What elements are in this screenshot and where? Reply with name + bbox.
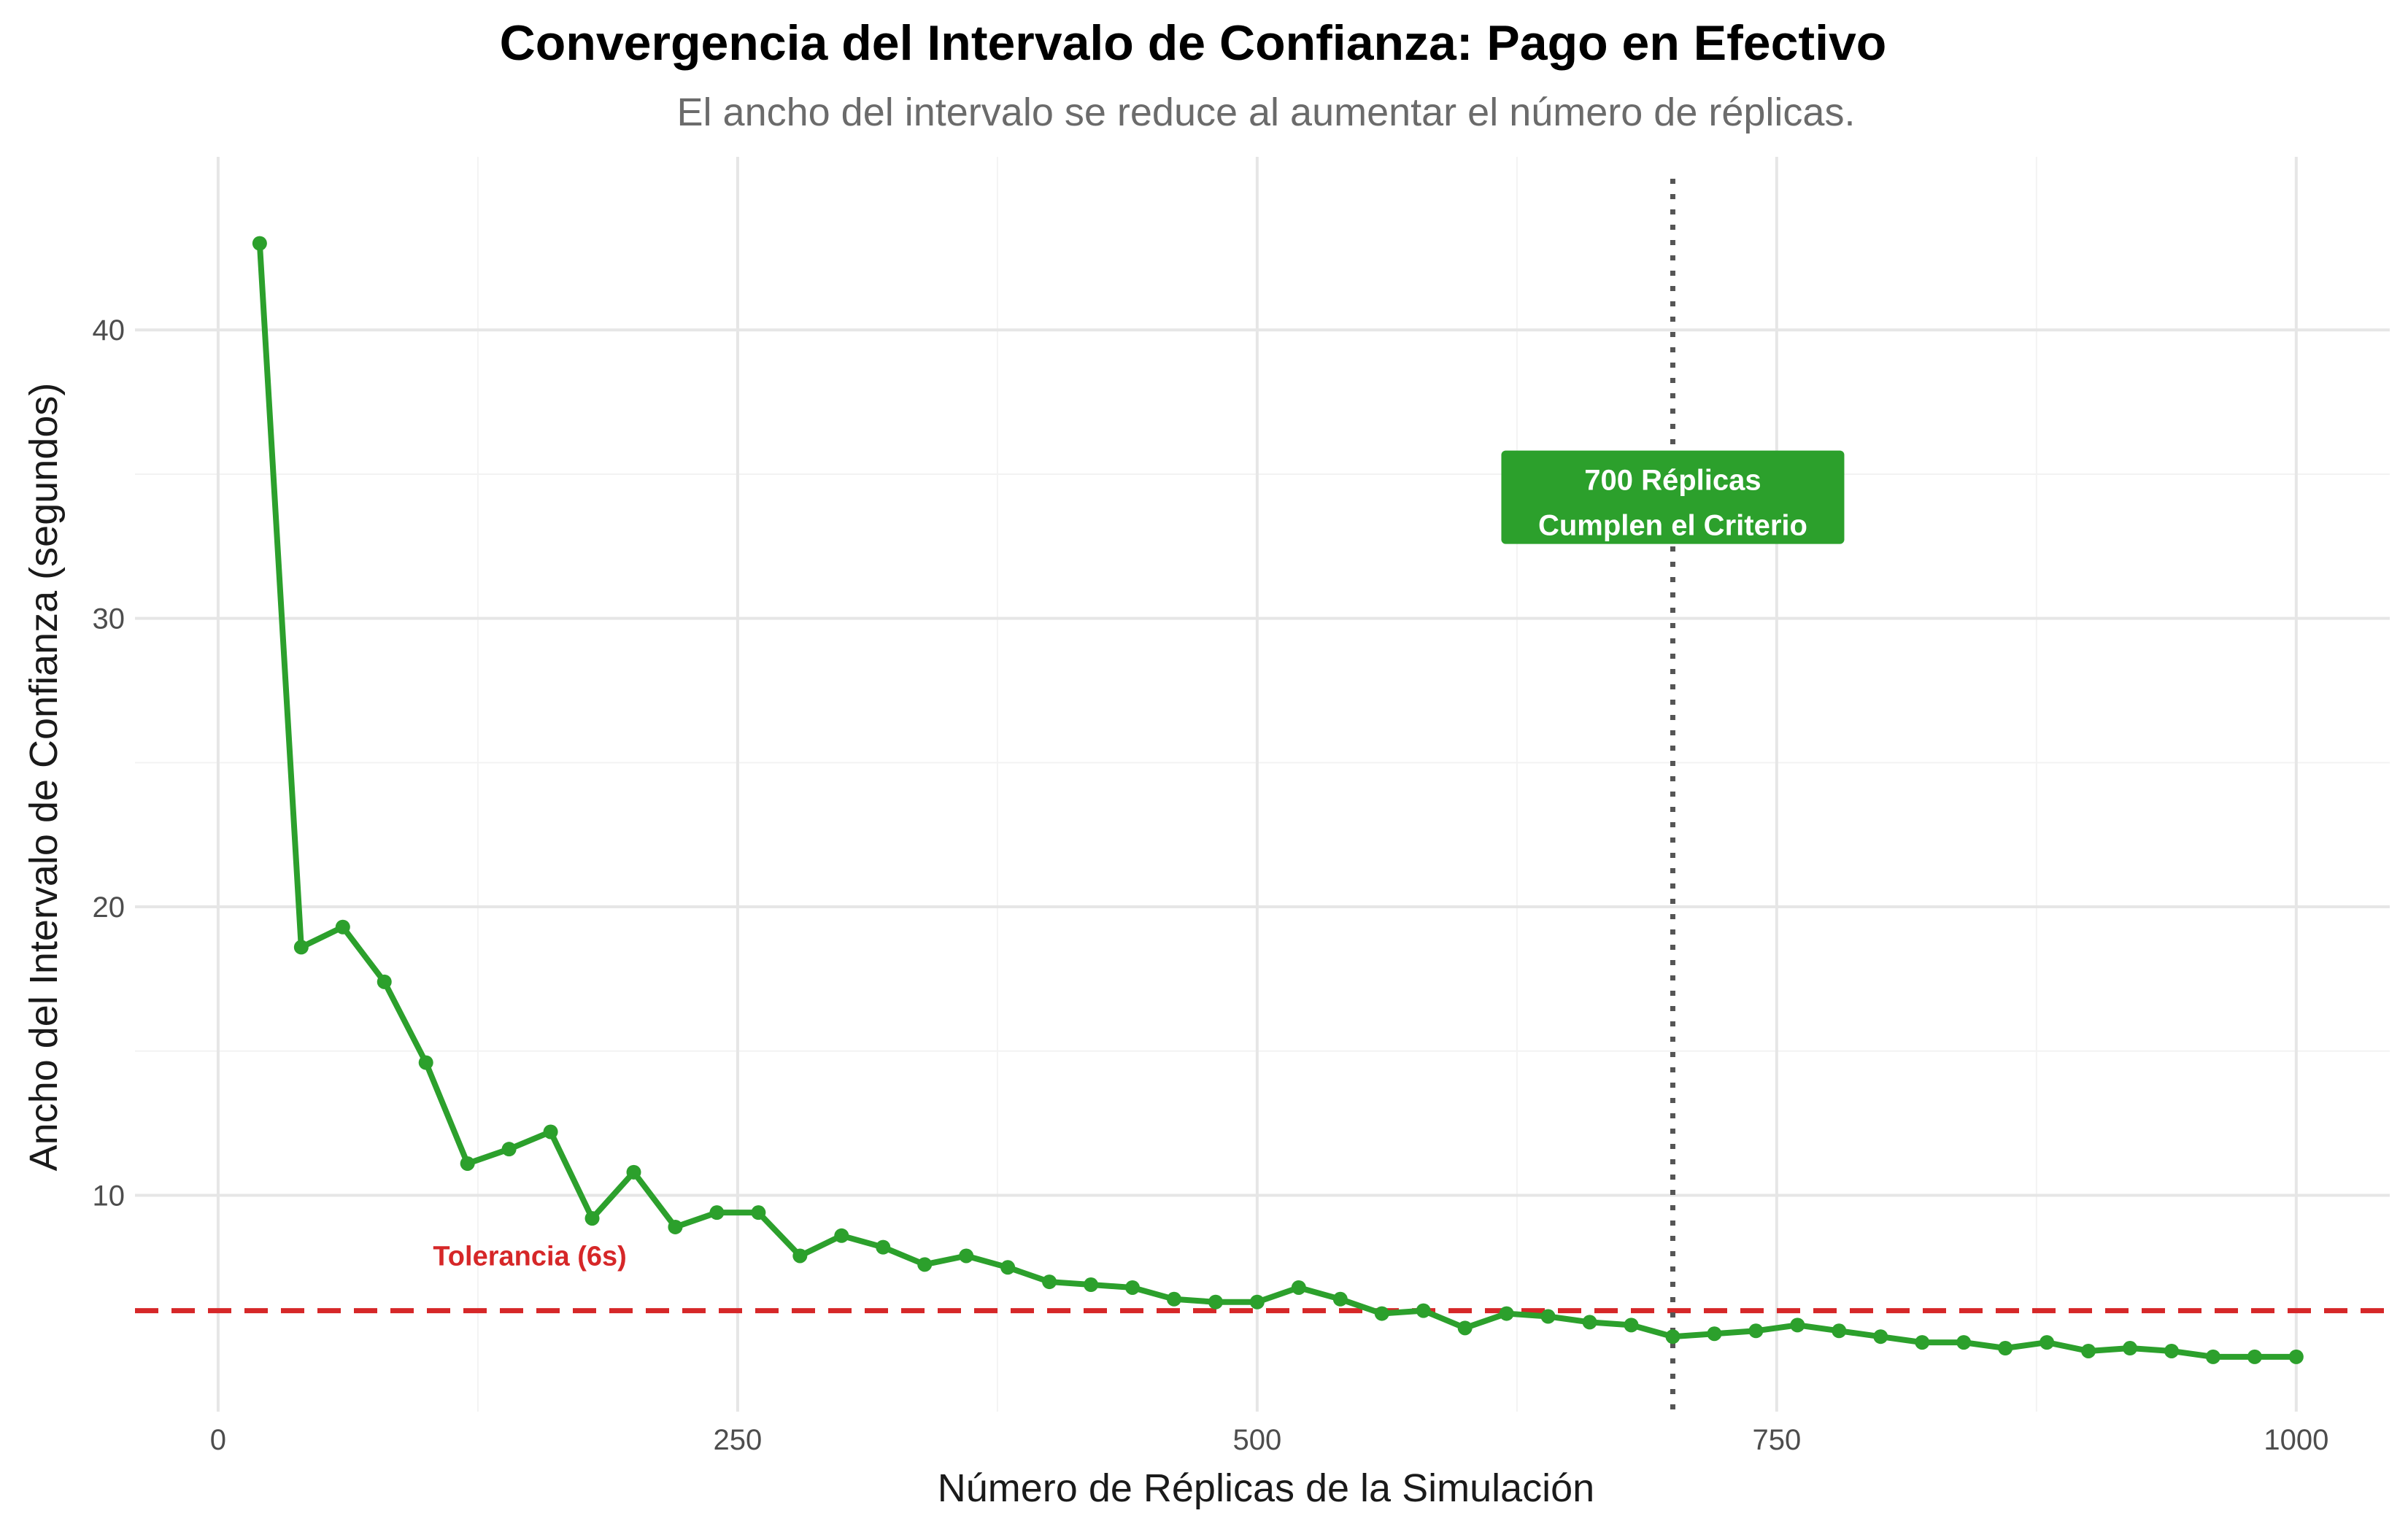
tick-labels: 0 250 500 750 1000 10 20 30 40: [93, 314, 2329, 1456]
data-point: [1624, 1318, 1639, 1333]
y-tick-label: 20: [93, 891, 126, 924]
data-point: [2247, 1349, 2262, 1364]
x-axis-title: Número de Réplicas de la Simulación: [938, 1466, 1594, 1510]
data-point: [1499, 1306, 1514, 1321]
data-point: [418, 1055, 433, 1070]
data-point: [959, 1248, 974, 1264]
data-point: [377, 974, 392, 989]
data-point: [1582, 1315, 1597, 1330]
data-point: [543, 1124, 558, 1140]
data-point: [2288, 1349, 2304, 1364]
data-point: [252, 236, 267, 251]
data-series: [252, 236, 2304, 1364]
data-point: [1707, 1326, 1722, 1342]
y-tick-label: 30: [93, 603, 126, 635]
data-point: [2081, 1343, 2096, 1358]
data-point: [1000, 1260, 1016, 1275]
criterion-label-box: [1501, 450, 1845, 544]
x-tick-label: 1000: [2264, 1424, 2328, 1456]
chart-subtitle: El ancho del intervalo se reduce al aume…: [677, 90, 1856, 134]
data-point: [2164, 1343, 2179, 1358]
data-point: [917, 1257, 933, 1272]
x-tick-label: 500: [1233, 1424, 1282, 1456]
data-point: [834, 1228, 849, 1243]
chart-title: Convergencia del Intervalo de Confianza:…: [500, 15, 1887, 71]
data-point: [2040, 1335, 2055, 1350]
data-point: [2205, 1349, 2220, 1364]
reference-lines: [135, 179, 2390, 1412]
data-point: [668, 1219, 683, 1234]
data-point: [2123, 1341, 2138, 1356]
data-point: [1748, 1323, 1764, 1339]
x-tick-label: 250: [714, 1424, 763, 1456]
data-point: [335, 919, 350, 935]
data-point: [1208, 1294, 1223, 1309]
criterion-label-line2: Cumplen el Criterio: [1538, 510, 1807, 542]
data-point: [460, 1156, 475, 1171]
data-point: [1125, 1280, 1141, 1295]
data-point: [1332, 1291, 1348, 1307]
data-point: [709, 1205, 725, 1220]
data-point: [584, 1211, 600, 1226]
y-tick-label: 10: [93, 1180, 126, 1212]
data-point: [1832, 1323, 1847, 1339]
data-point: [792, 1248, 808, 1264]
data-point: [1790, 1318, 1805, 1333]
data-point: [1915, 1335, 1930, 1350]
data-point: [1374, 1306, 1389, 1321]
data-point: [501, 1142, 517, 1157]
data-point: [876, 1239, 891, 1255]
data-point: [1249, 1294, 1265, 1309]
data-point: [1956, 1335, 1972, 1350]
y-axis-title: Ancho del Intervalo de Confianza (segund…: [22, 383, 66, 1172]
x-tick-label: 0: [210, 1424, 226, 1456]
annotations: Tolerancia (6s) 700 Réplicas Cumplen el Cr…: [433, 450, 1845, 1272]
data-point: [1457, 1320, 1473, 1336]
grid: [135, 157, 2390, 1412]
data-point: [1166, 1291, 1181, 1307]
data-point: [626, 1164, 641, 1180]
tolerance-label: Tolerancia (6s): [433, 1241, 626, 1272]
data-point: [1291, 1280, 1306, 1295]
y-tick-label: 40: [93, 314, 126, 347]
data-point: [1084, 1277, 1099, 1293]
data-point: [1998, 1341, 2013, 1356]
criterion-label-line1: 700 Réplicas: [1584, 465, 1761, 497]
data-point: [1540, 1309, 1556, 1324]
data-point: [1665, 1329, 1680, 1345]
data-point: [1042, 1274, 1057, 1290]
x-tick-label: 750: [1752, 1424, 1801, 1456]
data-point: [1873, 1329, 1888, 1345]
data-point: [1416, 1303, 1431, 1318]
data-point: [751, 1205, 766, 1220]
data-point: [293, 940, 309, 955]
